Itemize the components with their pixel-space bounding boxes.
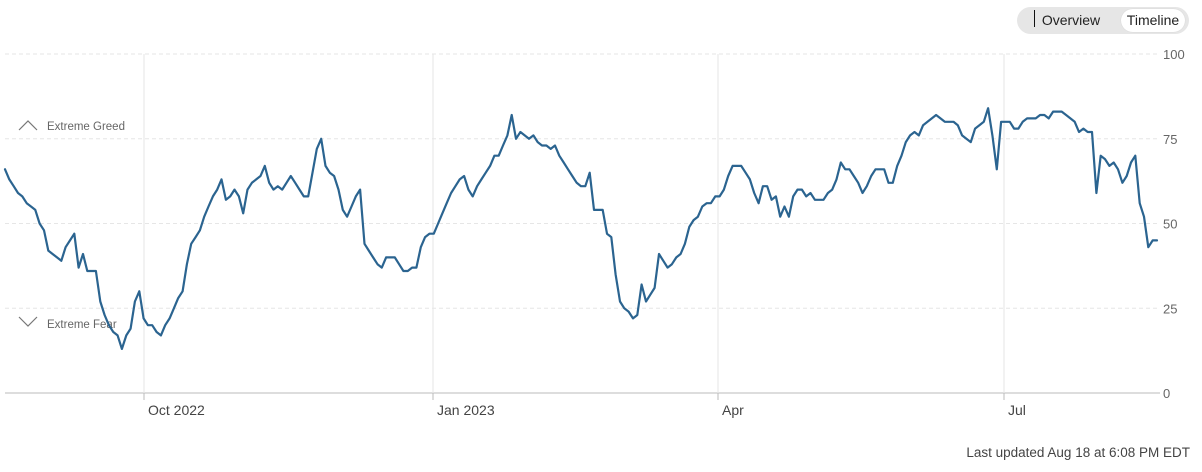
zone-label: Extreme Fear [47,319,117,331]
x-tick-label: Oct 2022 [148,402,205,418]
chevron-up-icon [18,120,38,131]
y-tick-label: 75 [1163,132,1177,147]
y-tick-label: 25 [1163,301,1177,316]
x-tick-label: Apr [722,402,744,418]
zone-label: Extreme Greed [47,121,125,133]
last-updated-label: Last updated Aug 18 at 6:08 PM EDT [966,445,1190,460]
x-tick-label: Jan 2023 [437,402,495,418]
fear-greed-series-line [3,107,1159,350]
x-tick-label: Jul [1008,402,1026,418]
text-cursor [1034,10,1035,27]
view-toggle: Overview Timeline [1017,7,1189,34]
chevron-down-icon [18,316,38,327]
y-tick-label: 100 [1163,47,1185,62]
y-tick-label: 50 [1163,217,1177,232]
timeline-tab[interactable]: Timeline [1121,9,1185,32]
y-tick-label: 0 [1163,386,1170,401]
overview-tab[interactable]: Overview [1041,12,1101,28]
